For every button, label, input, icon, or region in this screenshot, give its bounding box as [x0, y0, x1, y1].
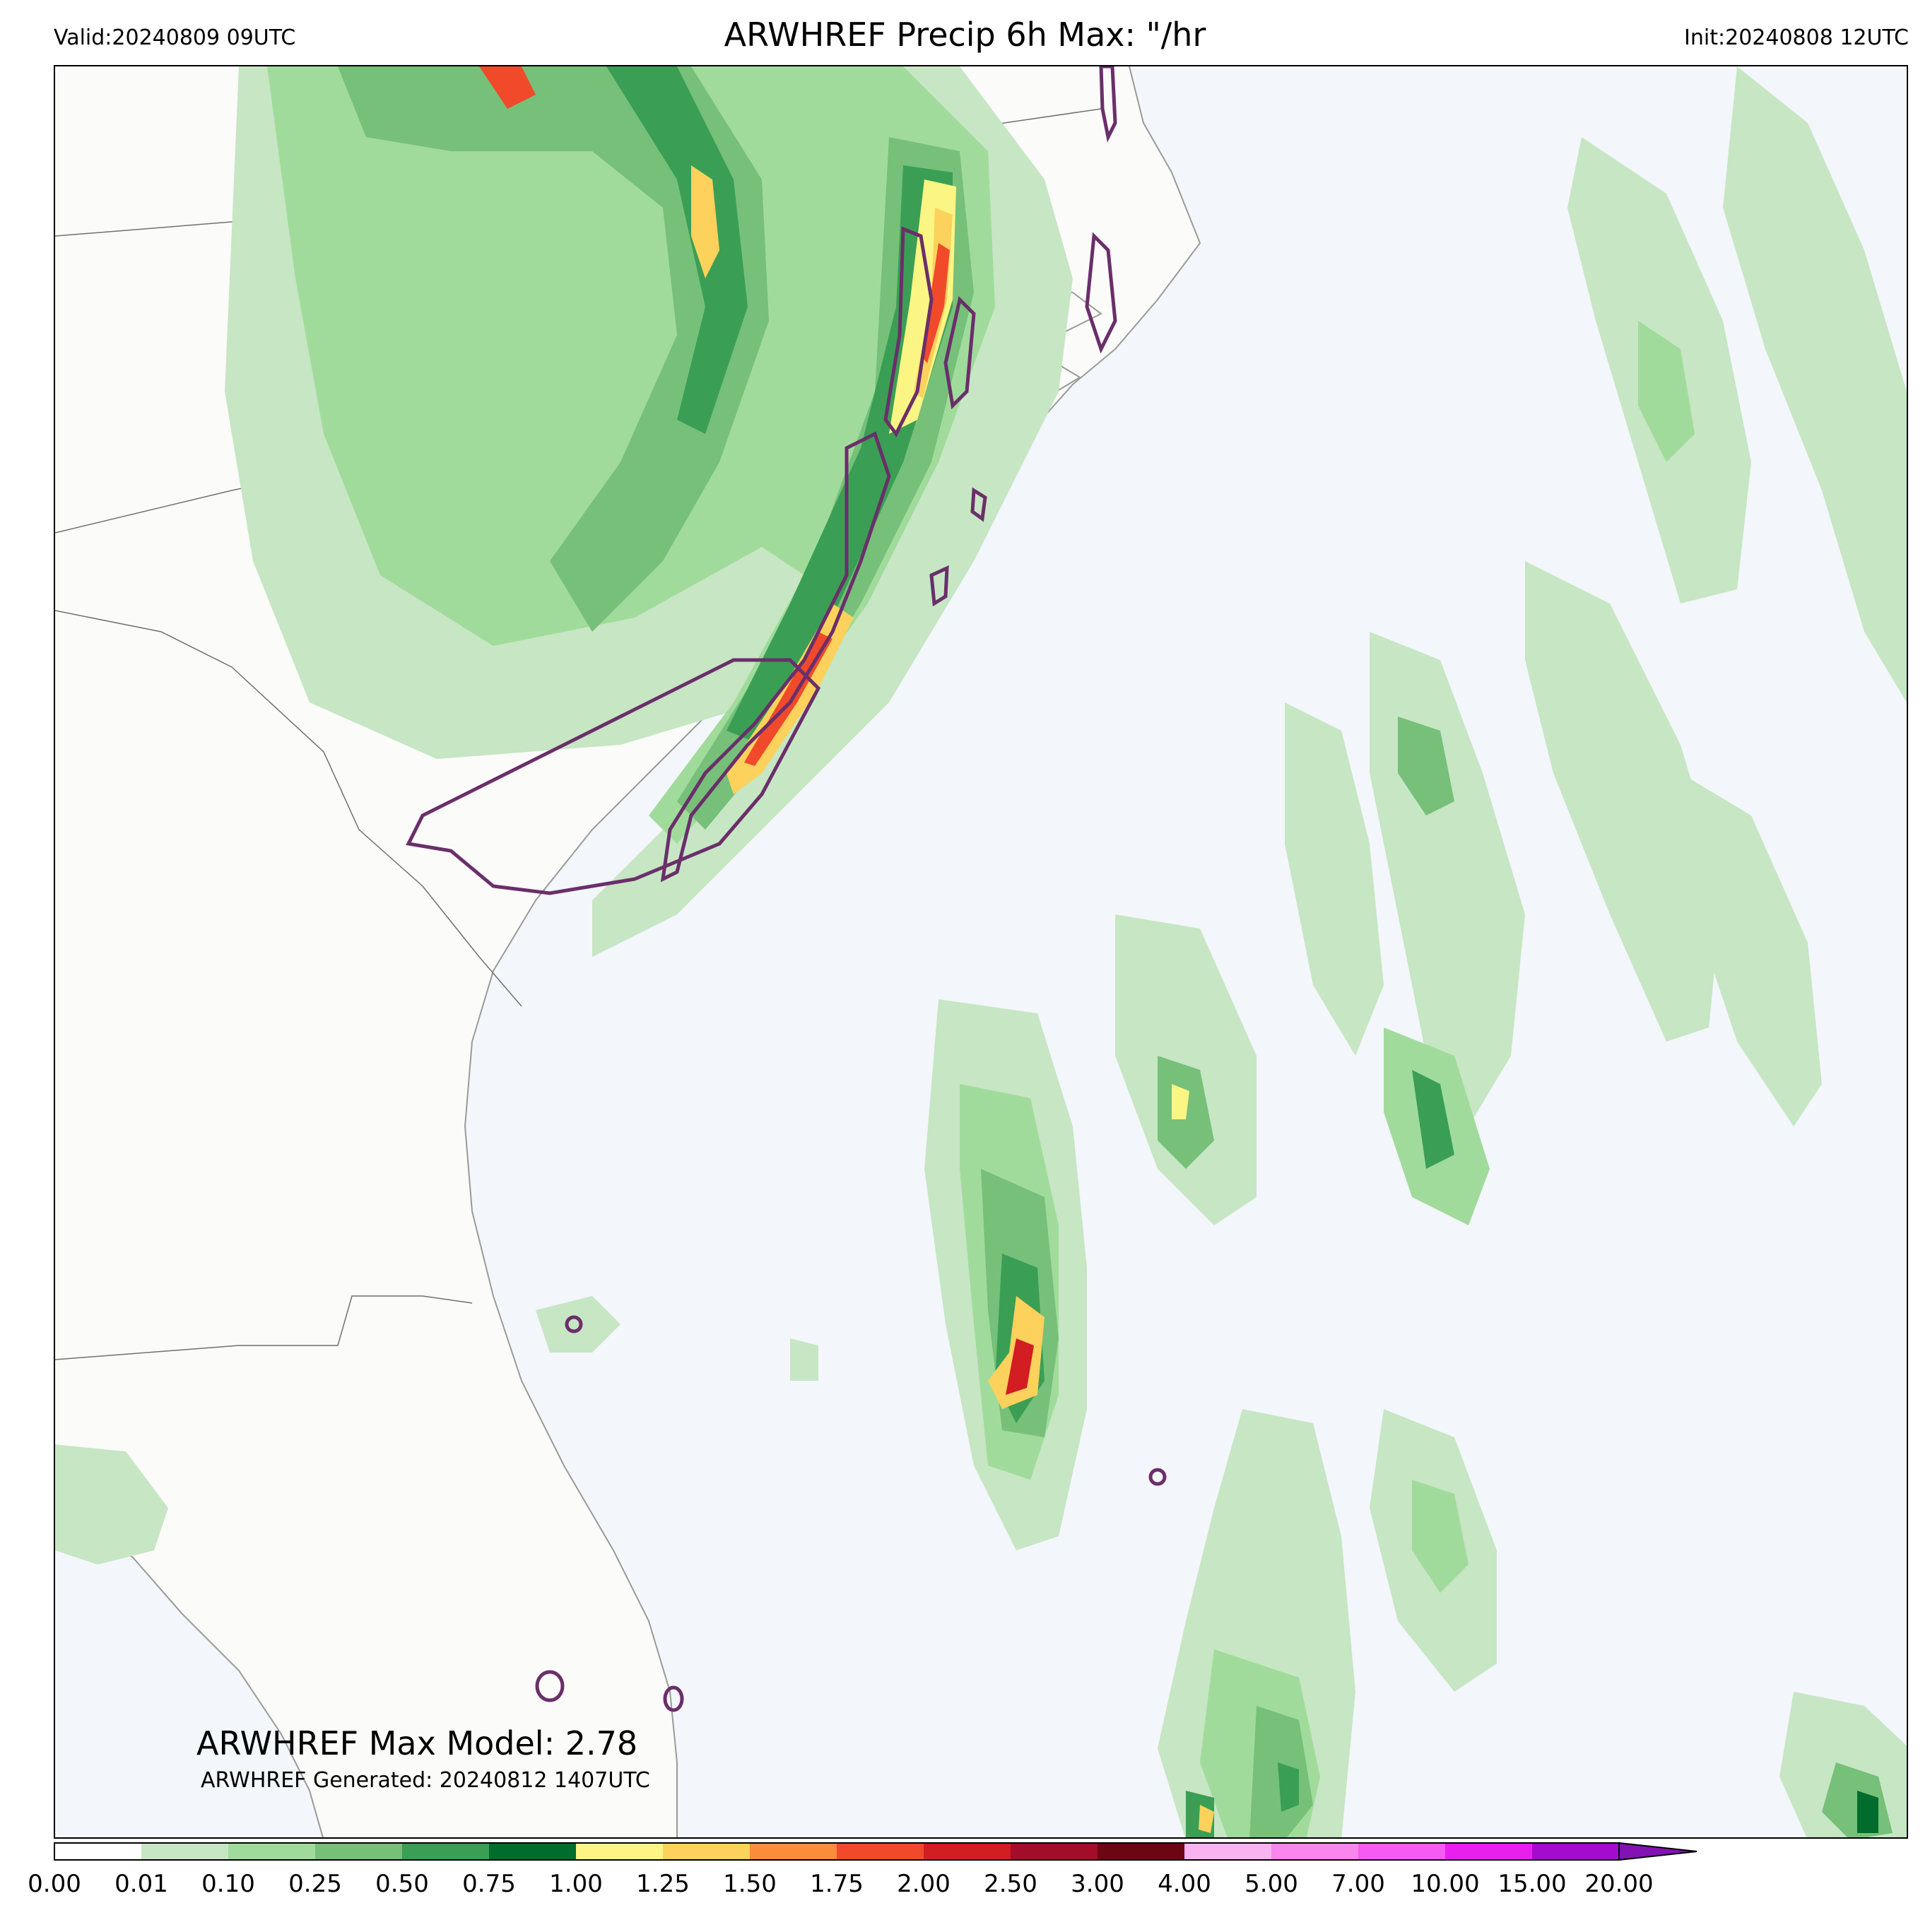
colorbar-segment	[576, 1843, 663, 1860]
colorbar-tick-label: 2.00	[897, 1870, 951, 1898]
colorbar-segment	[141, 1843, 228, 1860]
colorbar-segment	[315, 1843, 402, 1860]
colorbar-extend-arrow	[1618, 1842, 1697, 1861]
colorbar-segment	[1184, 1843, 1271, 1860]
colorbar-tick-label: 0.00	[28, 1870, 81, 1898]
colorbar-segment	[228, 1843, 315, 1860]
colorbar-segment	[1271, 1843, 1358, 1860]
colorbar-segment	[1011, 1843, 1098, 1860]
colorbar-tick-label: 0.50	[375, 1870, 429, 1898]
colorbar-segment	[663, 1843, 750, 1860]
colorbar-segment	[1098, 1843, 1184, 1860]
colorbar-tick-label: 4.00	[1158, 1870, 1211, 1898]
colorbar-segment	[1445, 1843, 1532, 1860]
colorbar-tick-label: 15.00	[1497, 1870, 1567, 1898]
colorbar-tick-label: 0.25	[288, 1870, 342, 1898]
colorbar-segment	[54, 1843, 141, 1860]
map-title: ARWHREF Precip 6h Max: "/hr	[724, 16, 1206, 54]
init-time-label: Init:20240808 12UTC	[1684, 25, 1909, 50]
colorbar-segment	[489, 1843, 576, 1860]
colorbar-tick-label: 5.00	[1245, 1870, 1298, 1898]
probability-contours	[406, 66, 1167, 1712]
colorbar-segment	[750, 1843, 837, 1860]
colorbar-tick-label: 0.10	[201, 1870, 255, 1898]
precip-map[interactable]	[54, 65, 1908, 1839]
colorbar-tick-label: 0.01	[114, 1870, 168, 1898]
colorbar-tick-label: 1.50	[723, 1870, 777, 1898]
colorbar-segment	[924, 1843, 1011, 1860]
colorbar-segment	[1532, 1843, 1619, 1860]
colorbar-tick-label: 10.00	[1411, 1870, 1480, 1898]
colorbar-tick-label: 0.75	[462, 1870, 516, 1898]
colorbar-tick-label: 1.75	[810, 1870, 864, 1898]
colorbar-segment	[402, 1843, 489, 1860]
colorbar	[54, 1842, 1697, 1861]
colorbar-tick-label: 1.25	[636, 1870, 690, 1898]
colorbar-tick-label: 2.50	[984, 1870, 1037, 1898]
colorbar-tick-label: 1.00	[549, 1870, 603, 1898]
generated-label: ARWHREF Generated: 20240812 1407UTC	[201, 1768, 650, 1793]
valid-time-label: Valid:20240809 09UTC	[54, 25, 296, 50]
colorbar-segment	[837, 1843, 924, 1860]
colorbar-segment	[1358, 1843, 1445, 1860]
colorbar-tick-label: 7.00	[1331, 1870, 1385, 1898]
colorbar-tick-label: 3.00	[1071, 1870, 1124, 1898]
max-model-label: ARWHREF Max Model: 2.78	[196, 1724, 638, 1762]
colorbar-tick-label: 20.00	[1584, 1870, 1654, 1898]
